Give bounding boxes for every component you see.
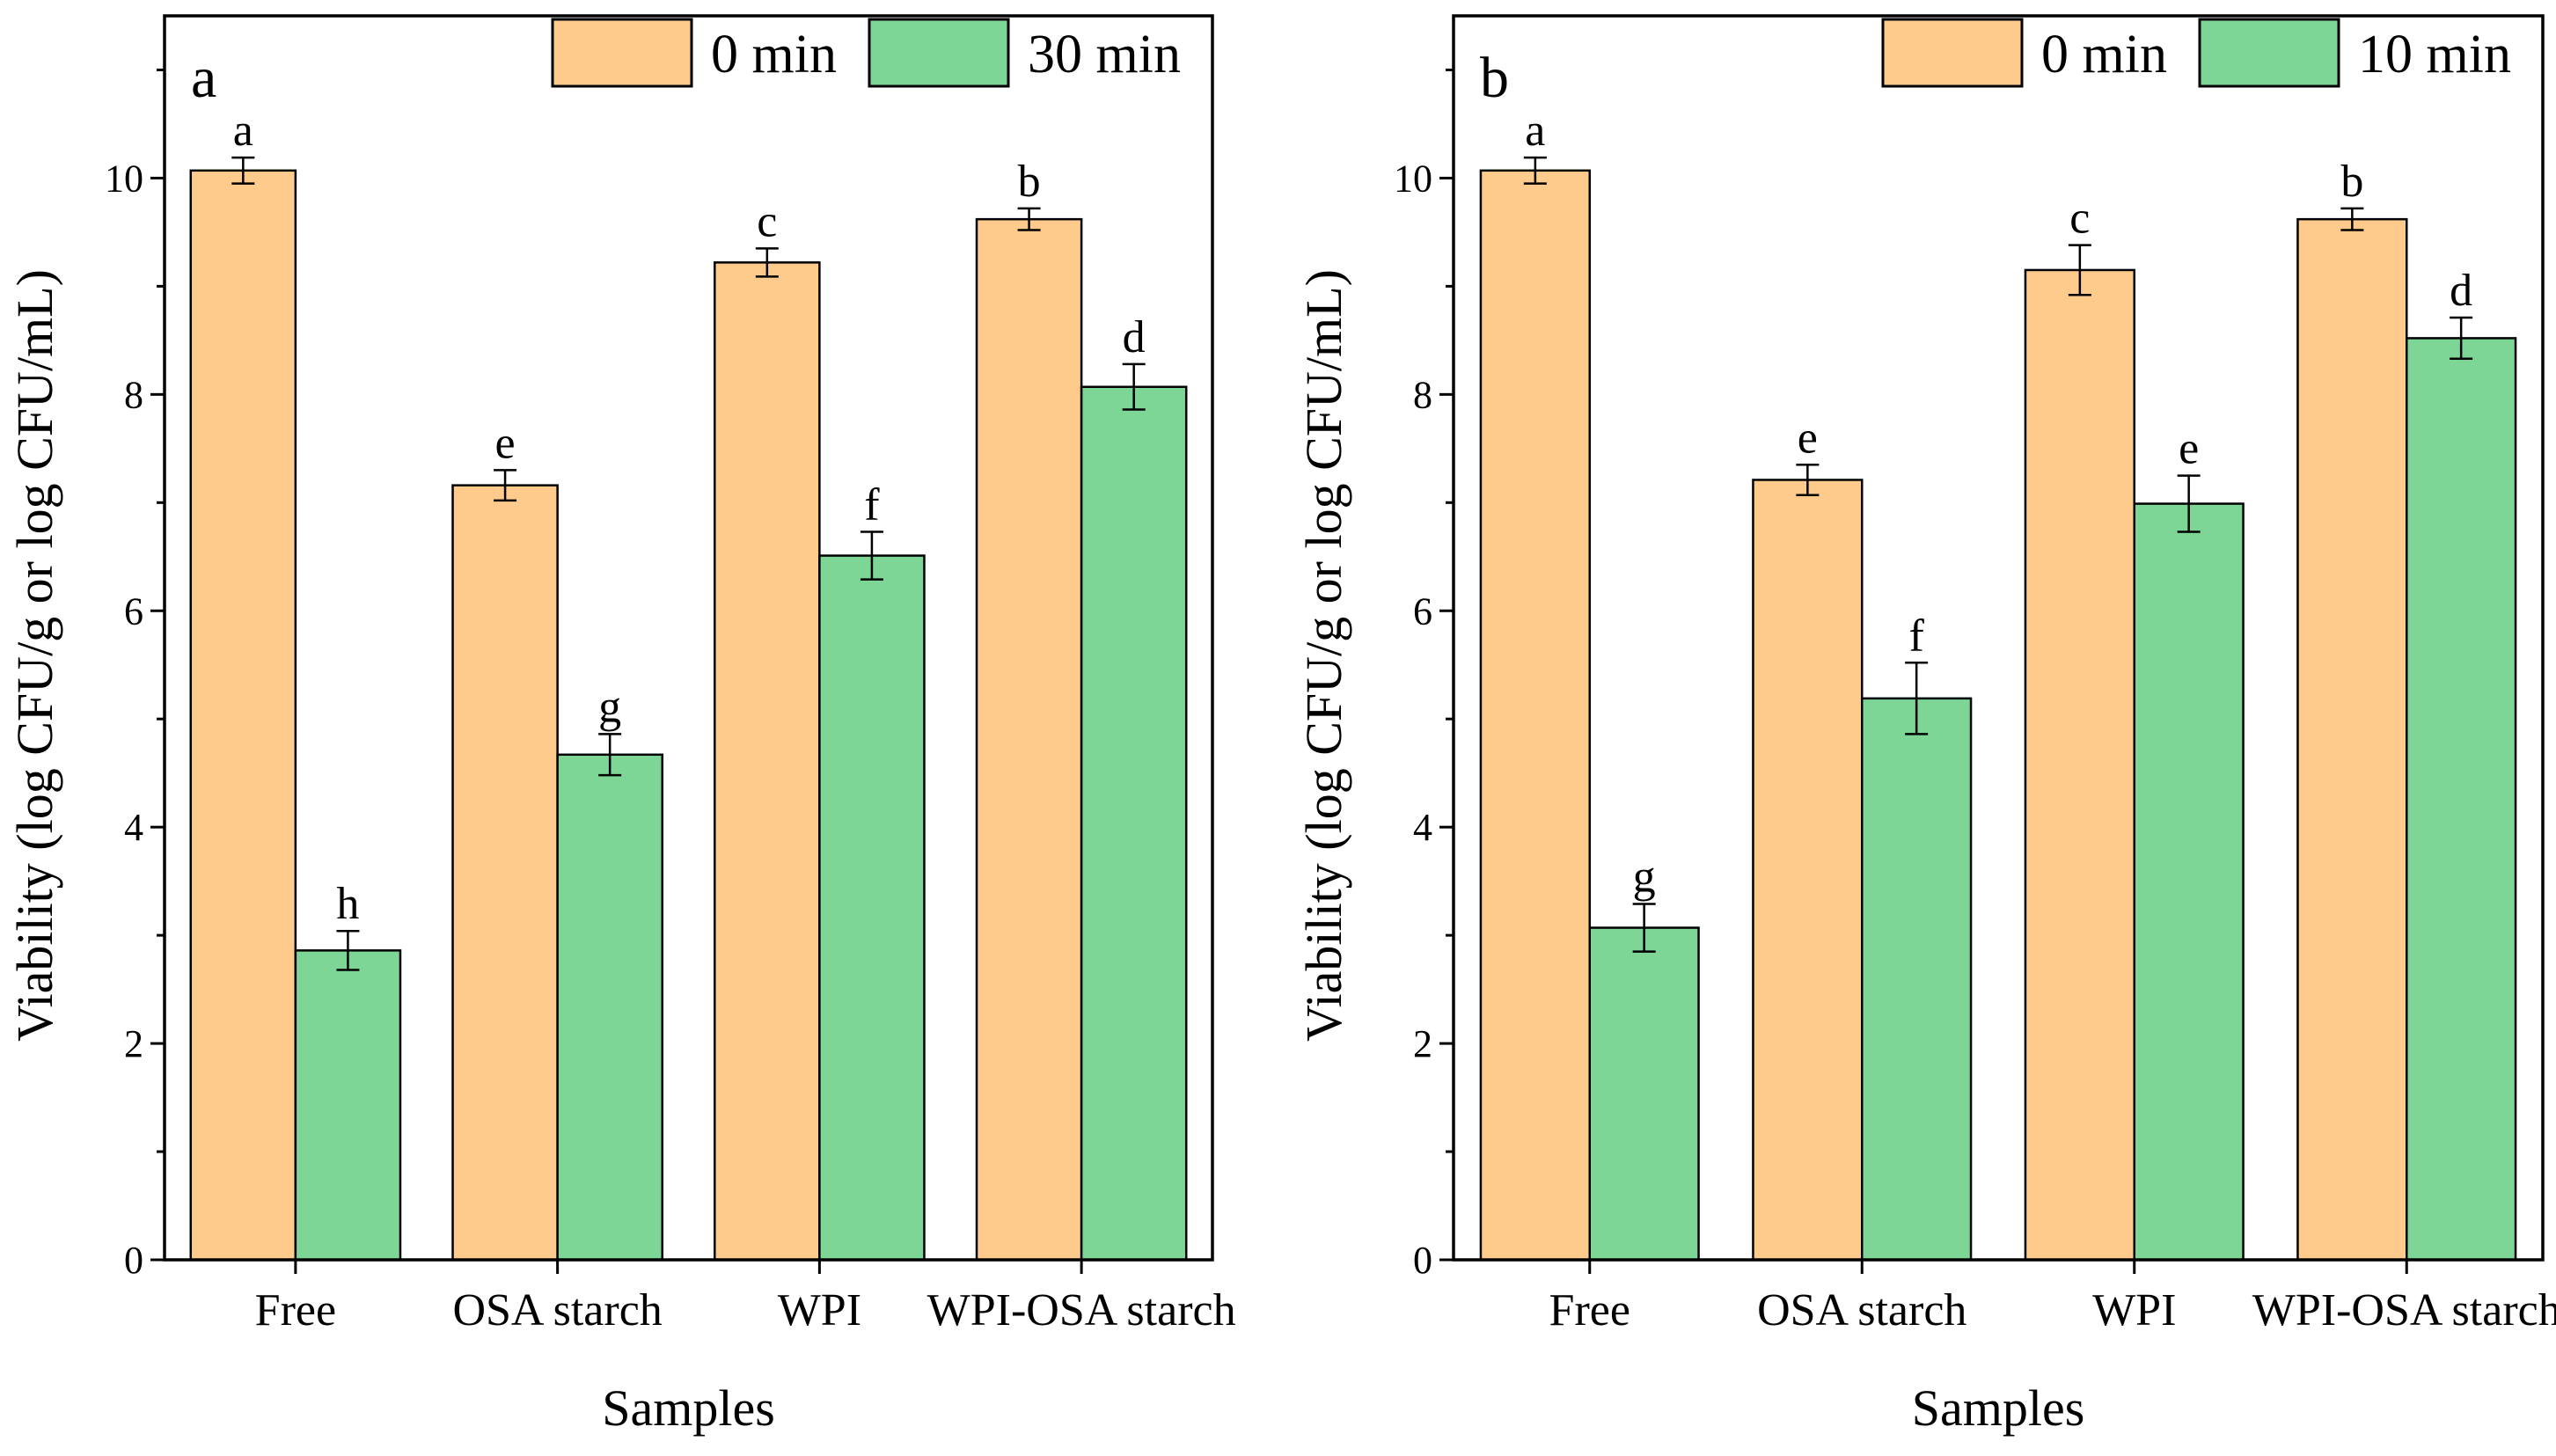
x-category-label: WPI (2092, 1285, 2176, 1335)
error-bar (1017, 207, 1041, 231)
legend-swatch (2198, 18, 2340, 88)
error-bar (2340, 207, 2364, 231)
significance-letter: h (336, 879, 359, 929)
x-axis-title: Samples (1912, 1379, 2085, 1437)
y-tick-label: 0 (124, 1239, 143, 1282)
y-axis-title: Viability (log CFU/g or log CFU/mL) (1295, 269, 1352, 1042)
legend-entry-label: 0 min (2041, 25, 2167, 84)
bar-osa-starch-0-min (451, 484, 559, 1262)
bar-osa-starch-30-min (556, 753, 663, 1262)
plot-frame (1452, 14, 2545, 1262)
x-category-label: Free (1549, 1285, 1630, 1335)
error-bar (860, 530, 883, 581)
y-tick-label: 6 (124, 589, 143, 633)
significance-letter: f (1908, 611, 1924, 661)
error-bar (2177, 474, 2201, 533)
error-bar (231, 156, 255, 185)
error-bar (494, 469, 517, 502)
error-bar (2450, 316, 2473, 361)
bar-wpi-osa-starch-30-min (1080, 385, 1188, 1262)
significance-letter: g (598, 682, 621, 732)
bar-wpi-osa-starch-0-min (975, 217, 1083, 1262)
significance-letter: g (1633, 852, 1656, 902)
significance-letter: c (2069, 194, 2090, 244)
error-bar (2068, 244, 2091, 296)
x-category-label: WPI-OSA starch (2252, 1285, 2556, 1335)
error-bar (1523, 156, 1547, 185)
legend-swatch (1881, 18, 2024, 88)
bar-free-10-min (1588, 926, 1700, 1262)
significance-letter: b (1018, 157, 1041, 207)
significance-letter: c (757, 196, 777, 246)
legend-swatch (868, 18, 1010, 88)
bar-free-0-min (1479, 169, 1591, 1262)
legend-entry-label: 0 min (711, 25, 837, 84)
significance-letter: d (1123, 312, 1146, 362)
significance-letter: e (2179, 424, 2199, 474)
error-bar (1905, 662, 1929, 735)
bar-wpi-osa-starch-0-min (2296, 217, 2408, 1262)
bar-free-0-min (189, 169, 297, 1262)
error-bar (755, 247, 779, 278)
bar-wpi-10-min (2133, 502, 2245, 1262)
y-tick-label: 8 (1413, 373, 1432, 416)
x-category-label: WPI (778, 1285, 861, 1335)
y-tick-label: 10 (1394, 157, 1432, 200)
y-tick-label: 8 (124, 373, 143, 416)
legend: 0 min 30 min (551, 18, 1181, 88)
significance-letter: f (864, 480, 880, 530)
y-tick-label: 10 (105, 157, 143, 200)
bar-free-30-min (294, 949, 402, 1262)
error-bar (336, 929, 360, 971)
y-tick-label: 0 (1413, 1239, 1432, 1282)
y-tick-label: 2 (1413, 1022, 1432, 1065)
bar-wpi-osa-starch-10-min (2406, 337, 2517, 1262)
legend-entry-label: 30 min (1028, 25, 1181, 84)
x-category-label: OSA starch (1757, 1285, 1966, 1335)
y-tick-label: 4 (1413, 806, 1432, 849)
chart-panel-b: a e c b g f e d 0 2 4 6 8 10 Free OSA starch WPI WPI-OSA … (1295, 14, 2556, 1437)
x-axis-title: Samples (602, 1379, 775, 1437)
panel-label: b (1480, 46, 1509, 110)
error-bar (598, 733, 622, 777)
x-category-label: WPI-OSA starch (927, 1285, 1236, 1335)
x-category-label: OSA starch (452, 1285, 662, 1335)
significance-letter: b (2340, 157, 2363, 207)
legend: 0 min 10 min (1881, 18, 2511, 88)
significance-letter: e (495, 418, 516, 468)
significance-letter: d (2450, 266, 2472, 316)
x-category-label: Free (255, 1285, 336, 1335)
significance-letter: e (1798, 413, 1818, 463)
error-bar (1632, 903, 1656, 953)
significance-letter: a (1525, 106, 1545, 156)
plot-frame (163, 14, 1214, 1262)
y-tick-label: 2 (124, 1022, 143, 1065)
bar-wpi-30-min (818, 554, 926, 1262)
legend-entry-label: 10 min (2358, 25, 2511, 84)
error-bar (1796, 464, 1820, 496)
bar-osa-starch-10-min (1861, 697, 1973, 1262)
error-bar (1122, 362, 1146, 411)
significance-letter: a (233, 106, 253, 156)
y-tick-label: 4 (124, 806, 143, 849)
y-tick-label: 6 (1413, 589, 1432, 633)
legend-swatch (551, 18, 693, 88)
y-axis-title: Viability (log CFU/g or log CFU/mL) (6, 269, 63, 1042)
chart-panel-a: a e c b h g f d 0 2 4 6 8 10 Free OSA starch WPI WPI-OSA … (6, 14, 1236, 1437)
bar-wpi-0-min (714, 261, 821, 1262)
bar-osa-starch-0-min (1752, 479, 1864, 1262)
panel-label: a (191, 46, 216, 110)
bar-wpi-0-min (2024, 268, 2135, 1262)
